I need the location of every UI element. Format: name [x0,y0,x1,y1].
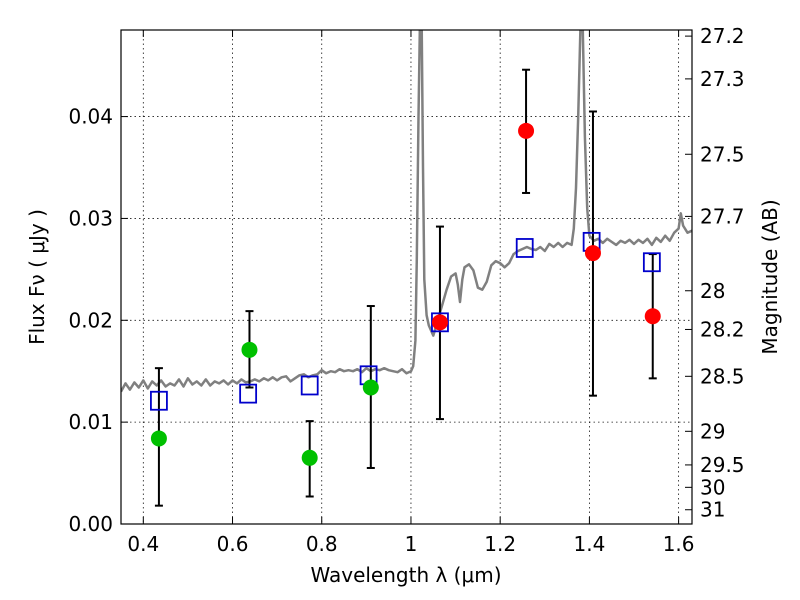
y2-tick-label: 31 [700,498,725,522]
model-box [515,238,534,258]
y-tick-label: 0.04 [68,105,113,129]
y2-tick-label: 27.2 [700,24,745,48]
y2-tick-label: 29 [700,419,725,443]
errorbar-layer [154,68,657,507]
spectrum-layer [121,30,692,393]
y-tick-label: 0.03 [68,206,113,230]
y-tick-label: 0.02 [68,308,113,332]
y2-tick-label: 28.2 [700,317,745,341]
y2-tick-label: 27.5 [700,142,745,166]
y-tick-label: 0.00 [68,512,113,536]
x-tick-label: 1 [405,532,418,556]
ticks-layer: 0.4 0.6 0.8 1 1.2 1.4 1.6 0.00 0.01 0.02 0.03 0.04 2… [68,24,744,556]
y2-tick-label: 30 [700,475,725,499]
y2-tick-label: 28.5 [700,364,745,388]
model-box [300,375,319,396]
green-point [362,379,379,396]
red-point [584,245,601,262]
plot-frame [120,29,693,525]
y2-tick-label: 28 [700,279,725,303]
x-tick-label: 0.8 [306,532,338,556]
y-tick-label: 0.01 [68,410,113,434]
y2-axis-title: Magnitude (AB) [758,199,782,354]
y2-tick-label: 27.7 [700,204,745,228]
x-tick-label: 0.6 [217,532,249,556]
model-box [642,252,661,273]
x-axis-title: Wavelength λ (μm) [310,563,501,587]
spectrum-line [121,30,692,393]
grid [121,30,692,525]
x-tick-label: 1.6 [663,532,695,556]
red-point [644,308,661,325]
green-point [241,341,258,358]
model-box [150,390,168,411]
y-axis-title: Flux Fν ( μJy ) [25,209,49,345]
y2-tick-label: 29.5 [700,453,745,477]
y2-tick-label: 27.3 [700,67,745,91]
red-point [431,314,448,331]
x-tick-label: 1.2 [484,532,516,556]
x-tick-label: 1.4 [573,532,605,556]
green-point [301,449,318,466]
points-layer [150,122,661,466]
x-tick-label: 0.4 [127,532,159,556]
model-box [239,383,258,404]
green-point [150,430,167,447]
red-point [518,122,535,139]
